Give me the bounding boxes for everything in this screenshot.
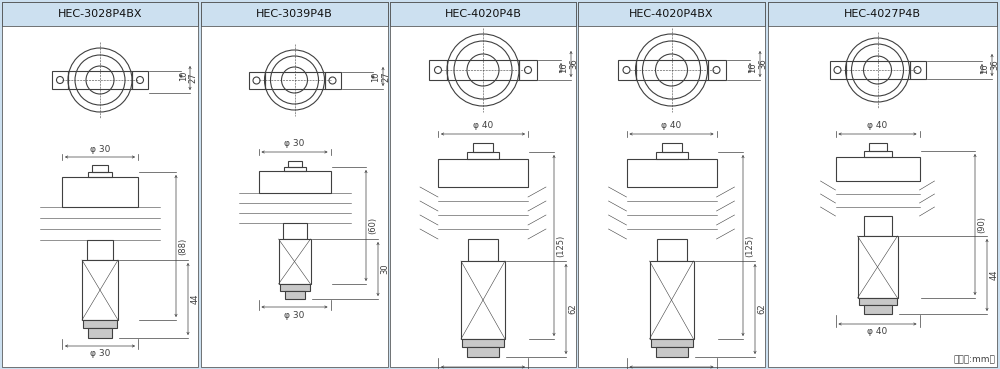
- Bar: [868, 143, 887, 151]
- Bar: [248, 72, 264, 89]
- Text: 30: 30: [380, 264, 390, 274]
- Bar: [768, 2, 997, 367]
- Text: (90): (90): [978, 216, 986, 233]
- Bar: [618, 60, 636, 80]
- Bar: [467, 152, 499, 159]
- Text: φ 40: φ 40: [867, 328, 888, 337]
- Text: 10: 10: [372, 72, 380, 82]
- Bar: [2, 2, 198, 26]
- Bar: [2, 2, 198, 367]
- Bar: [87, 240, 113, 260]
- Bar: [132, 71, 148, 89]
- Bar: [258, 171, 330, 193]
- Bar: [768, 2, 997, 26]
- Text: 10: 10: [180, 71, 188, 81]
- Bar: [864, 305, 892, 314]
- Text: 36: 36: [990, 60, 1000, 70]
- Bar: [461, 261, 505, 339]
- Bar: [92, 165, 108, 172]
- Bar: [836, 157, 920, 181]
- Text: φ 30: φ 30: [284, 310, 305, 320]
- Text: (125): (125): [556, 234, 566, 256]
- Bar: [858, 236, 898, 298]
- Text: 16: 16: [980, 64, 990, 74]
- Bar: [467, 347, 499, 357]
- Bar: [846, 61, 910, 79]
- Text: 44: 44: [990, 270, 998, 280]
- Bar: [708, 60, 726, 80]
- Text: φ 40: φ 40: [661, 121, 682, 131]
- Text: 16: 16: [748, 63, 758, 73]
- Text: φ 30: φ 30: [90, 349, 110, 359]
- Bar: [858, 298, 896, 305]
- Text: 36: 36: [759, 59, 768, 69]
- Bar: [438, 159, 528, 187]
- Bar: [283, 223, 306, 239]
- Bar: [864, 216, 892, 236]
- Bar: [636, 60, 708, 80]
- Text: 62: 62: [758, 304, 767, 314]
- Bar: [578, 2, 765, 367]
- Text: 36: 36: [570, 59, 578, 69]
- Bar: [656, 239, 686, 261]
- Bar: [462, 339, 504, 347]
- Text: 44: 44: [190, 294, 200, 304]
- Bar: [578, 2, 765, 26]
- Bar: [201, 2, 388, 367]
- Bar: [656, 152, 688, 159]
- Bar: [280, 284, 310, 291]
- Bar: [650, 261, 694, 339]
- Text: HEC-4027P4B: HEC-4027P4B: [844, 9, 921, 19]
- Bar: [62, 177, 138, 207]
- Text: HEC-4020P4B: HEC-4020P4B: [445, 9, 521, 19]
- Bar: [83, 320, 117, 328]
- Bar: [910, 61, 926, 79]
- Bar: [830, 61, 846, 79]
- Text: HEC-3039P4B: HEC-3039P4B: [256, 9, 333, 19]
- Bar: [447, 60, 519, 80]
- Text: (125): (125): [746, 234, 755, 256]
- Bar: [390, 2, 576, 367]
- Text: 27: 27: [188, 73, 198, 83]
- Bar: [650, 339, 692, 347]
- Text: HEC-3028P4BX: HEC-3028P4BX: [58, 9, 142, 19]
- Bar: [519, 60, 537, 80]
- Bar: [88, 172, 112, 177]
- Bar: [278, 239, 310, 284]
- Text: φ 30: φ 30: [90, 145, 110, 154]
- Bar: [429, 60, 447, 80]
- Bar: [324, 72, 340, 89]
- Bar: [68, 71, 132, 89]
- Bar: [656, 347, 688, 357]
- Bar: [52, 71, 68, 89]
- Text: (88): (88): [178, 237, 188, 255]
- Text: φ 40: φ 40: [867, 121, 888, 131]
- Bar: [285, 291, 304, 299]
- Text: (60): (60): [368, 217, 378, 234]
- Bar: [88, 328, 112, 338]
- Bar: [626, 159, 716, 187]
- Bar: [201, 2, 388, 26]
- Bar: [264, 72, 324, 89]
- Text: φ 40: φ 40: [473, 121, 493, 131]
- Bar: [284, 167, 306, 171]
- Bar: [473, 143, 493, 152]
- Text: 16: 16: [560, 63, 568, 73]
- Bar: [288, 161, 302, 167]
- Text: HEC-4020P4BX: HEC-4020P4BX: [629, 9, 714, 19]
- Text: 27: 27: [382, 71, 390, 82]
- Bar: [864, 151, 892, 157]
- Text: （単位:mm）: （単位:mm）: [953, 355, 995, 364]
- Bar: [468, 239, 498, 261]
- Text: φ 30: φ 30: [284, 139, 305, 148]
- Text: 62: 62: [568, 304, 578, 314]
- Bar: [390, 2, 576, 26]
- Bar: [662, 143, 682, 152]
- Bar: [82, 260, 118, 320]
